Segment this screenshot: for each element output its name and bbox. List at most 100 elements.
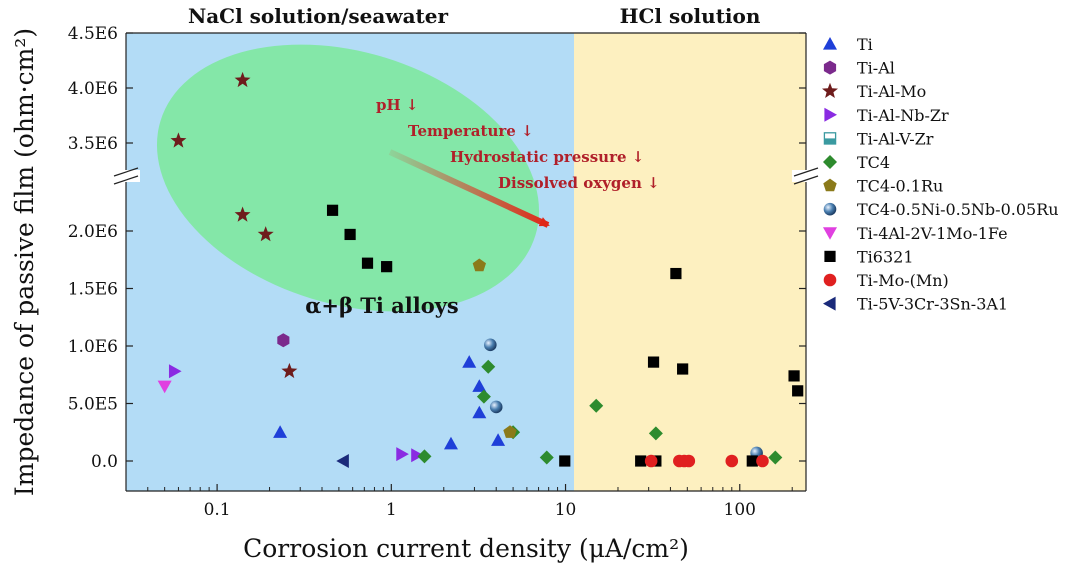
data-point (539, 450, 554, 465)
data-point (559, 455, 571, 467)
legend-item: Ti (823, 35, 873, 54)
legend-item: Ti-Mo-(Mn) (823, 271, 949, 290)
data-point (462, 355, 477, 368)
trend-arrow (388, 149, 550, 228)
legend-marker (823, 155, 837, 169)
legend-label: Ti-4Al-2V-1Mo-1Fe (857, 224, 1008, 243)
data-point (257, 226, 274, 242)
data-point (411, 448, 424, 463)
y-tick-label: 5.0E5 (68, 395, 118, 415)
data-point (170, 132, 187, 148)
legend-label: TC4-0.1Ru (857, 177, 943, 196)
data-point (336, 454, 349, 468)
data-point (725, 454, 739, 468)
y-tick-label: 3.5E6 (68, 134, 118, 154)
legend-label: Ti-5V-3Cr-3Sn-3A1 (857, 295, 1008, 314)
legend-label: TC4 (857, 153, 890, 172)
legend-item: Ti-Al-Mo (822, 82, 926, 101)
data-point (756, 454, 769, 468)
data-point (326, 204, 339, 216)
axis-break-right (792, 167, 820, 185)
alpha-beta-ellipse (156, 44, 540, 312)
data-point (396, 447, 409, 462)
data-point (644, 454, 658, 468)
axis-break-left (112, 167, 140, 185)
legend-marker (824, 250, 836, 262)
data-point (168, 364, 182, 379)
legend-item: Ti-Al-V-Zr (823, 129, 934, 148)
legend-marker (823, 273, 837, 287)
legend-item: Ti-4Al-2V-1Mo-1Fe (823, 224, 1008, 243)
data-point (472, 258, 486, 272)
legend-item: Ti-Al (823, 59, 895, 78)
legend-marker (823, 60, 837, 75)
y-tick-label: 1.5E6 (68, 280, 118, 300)
x-tick-label: 10 (555, 500, 577, 520)
legend-label: Ti6321 (857, 247, 914, 266)
legend-label: Ti (857, 35, 873, 54)
legend-label: Ti-Al-Mo (857, 82, 926, 101)
legend-item: Ti-5V-3Cr-3Sn-3A1 (823, 295, 1008, 314)
legend-item: Ti6321 (824, 247, 914, 266)
y-tick-label: 2.0E6 (68, 222, 118, 242)
legend-marker (822, 82, 838, 98)
data-point (472, 379, 487, 392)
data-point (472, 405, 487, 419)
legend-marker (823, 37, 837, 50)
ellipse-label: α+β Ti alloys (305, 293, 459, 318)
data-point (157, 380, 172, 394)
legend-label: TC4-0.5Ni-0.5Nb-0.05Ru (857, 200, 1059, 219)
legend-label: Ti-Al-Nb-Zr (857, 106, 949, 125)
y-axis-title: Impedance of passive film (ohm·cm²) (10, 28, 39, 496)
x-tick-label: 0.1 (204, 500, 231, 520)
data-point (670, 267, 682, 280)
data-point (281, 362, 298, 379)
legend-label: Ti-Al (857, 59, 895, 78)
data-point (381, 261, 393, 273)
legend-item: Ti-Al-Nb-Zr (824, 106, 949, 125)
legend-marker (823, 132, 837, 145)
annotation-hydrostatic-pressure: Hydrostatic pressure ↓ (450, 148, 644, 166)
data-point (491, 433, 506, 446)
y-tick-label: 1.0E6 (68, 337, 118, 357)
data-point (746, 455, 758, 467)
data-point (476, 389, 491, 404)
data-point (361, 257, 374, 269)
data-point (489, 400, 503, 414)
data-point (484, 338, 497, 352)
data-point (788, 370, 800, 382)
data-point (344, 228, 356, 241)
legend-marker (823, 202, 837, 216)
data-point (682, 454, 696, 468)
data-point (647, 356, 660, 368)
data-point (589, 398, 604, 413)
data-point (635, 455, 647, 467)
data-point (417, 449, 432, 464)
data-point (792, 385, 804, 397)
annotation-ph: pH ↓ (376, 96, 418, 114)
data-point (277, 333, 290, 348)
region-title-hcl: HCl solution (620, 4, 761, 28)
data-point (234, 206, 251, 222)
legend-marker (823, 296, 836, 311)
x-tick-label: 100 (724, 500, 756, 520)
legend-marker (824, 107, 837, 122)
data-point (234, 71, 251, 88)
hcl-region (574, 33, 806, 491)
data-point (768, 450, 783, 465)
legend-marker (823, 227, 837, 240)
region-title-nacl: NaCl solution/seawater (188, 4, 449, 28)
y-tick-label: 4.0E6 (68, 79, 118, 99)
y-tick-label: 0.0 (91, 452, 118, 472)
legend-marker (823, 178, 837, 192)
annotation-temperature: Temperature ↓ (408, 122, 534, 140)
legend-item: TC4-0.1Ru (823, 177, 943, 196)
legend-item: TC4-0.5Ni-0.5Nb-0.05Ru (823, 200, 1059, 219)
data-point (677, 363, 689, 375)
x-axis-title: Corrosion current density (μA/cm²) (243, 534, 689, 563)
data-point (503, 425, 517, 438)
data-point (443, 436, 458, 450)
x-tick-label: 1 (386, 500, 397, 520)
annotation-dissolved-oxygen: Dissolved oxygen ↓ (498, 174, 660, 192)
data-point (273, 425, 288, 438)
